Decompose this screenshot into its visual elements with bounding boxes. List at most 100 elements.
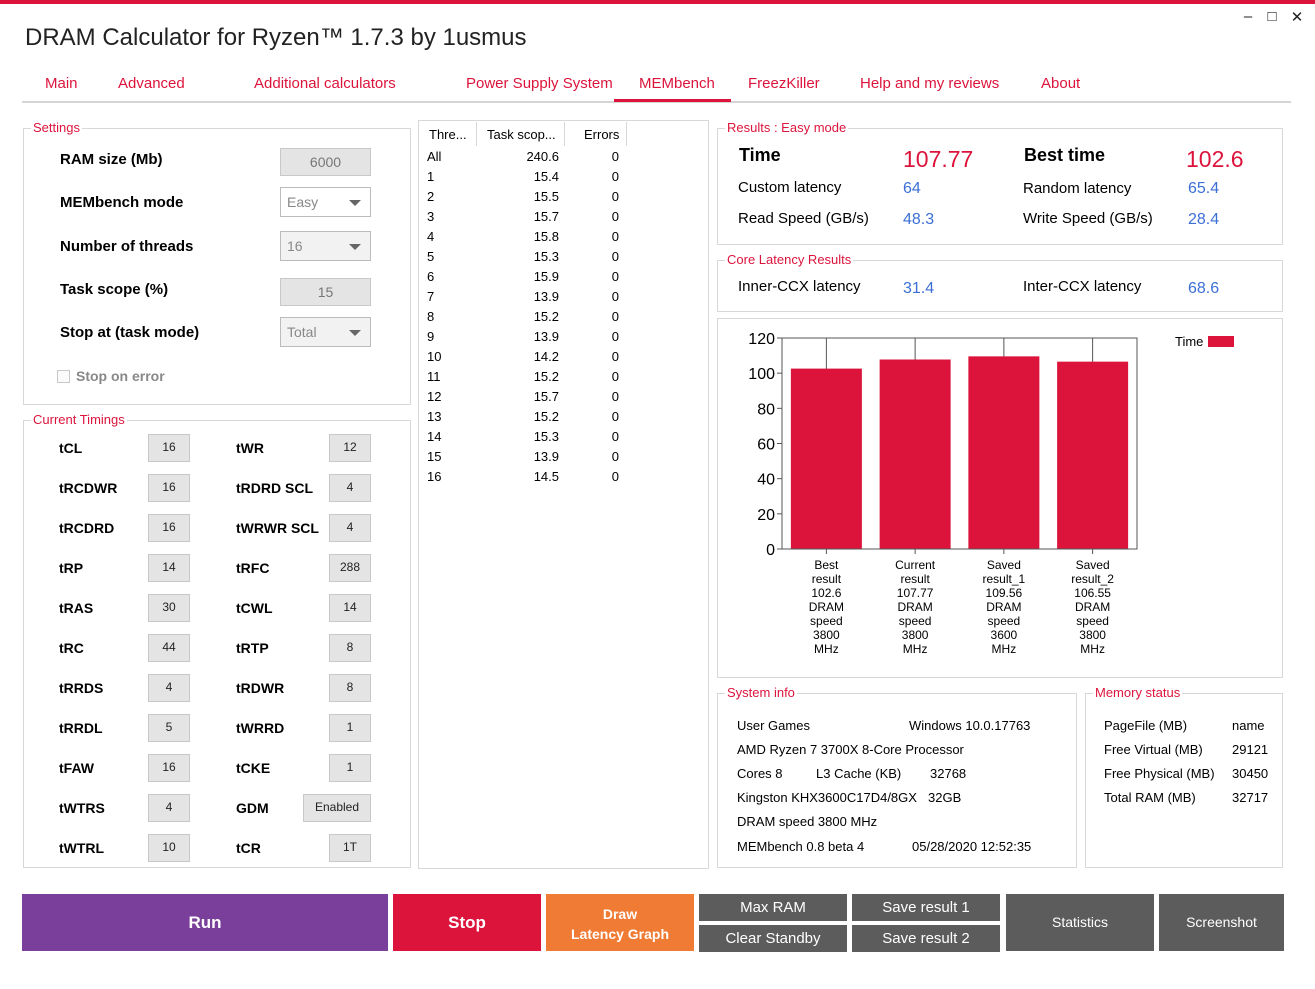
run-button[interactable]: Run [22, 894, 388, 951]
cpu-name: AMD Ryzen 7 3700X 8-Core Processor [737, 742, 964, 757]
timing-value-box[interactable]: 4 [148, 674, 190, 702]
stop-on-error-label: Stop on error [76, 368, 165, 384]
timing-label: tRDRD SCL [236, 480, 313, 496]
maximize-button[interactable]: □ [1267, 8, 1277, 25]
screenshot-button[interactable]: Screenshot [1159, 894, 1284, 951]
save-result-1-button[interactable]: Save result 1 [852, 894, 1000, 921]
memory-status-value: 30450 [1232, 766, 1269, 781]
bar [879, 359, 951, 549]
timing-value-box[interactable]: 16 [148, 754, 190, 782]
table-cell: 15 [427, 449, 442, 464]
timing-value-box[interactable]: 10 [148, 834, 190, 862]
chart-y-ticks: 0 20 40 60 80 100 120 [748, 331, 782, 559]
timing-label: tWRRD [236, 720, 285, 736]
x-category-label: 3800 [813, 628, 840, 642]
stop-at-value: Total [287, 324, 317, 340]
timing-value-box[interactable]: 14 [329, 594, 371, 622]
timing-value-box[interactable]: 8 [329, 634, 371, 662]
minimize-button[interactable]: – [1243, 8, 1253, 25]
tab-help-and-reviews[interactable]: Help and my reviews [860, 75, 1000, 92]
membench-mode-select[interactable]: Easy [280, 187, 371, 217]
timing-value-box[interactable]: 16 [148, 514, 190, 542]
core-latency-group: Core Latency Results [717, 252, 1283, 312]
timing-label: tWTRL [59, 840, 105, 856]
x-category-label: result [900, 572, 930, 586]
timing-value-box[interactable]: 30 [148, 594, 190, 622]
tab-advanced[interactable]: Advanced [118, 75, 185, 92]
inner-ccx-label: Inner-CCX latency [738, 278, 861, 295]
timing-value-box[interactable]: 288 [329, 554, 371, 582]
timing-value-box[interactable]: 5 [148, 714, 190, 742]
table-cell: 10 [427, 349, 442, 364]
timing-value-box[interactable]: 1 [329, 714, 371, 742]
tab-freezkiller[interactable]: FreezKiller [748, 75, 820, 92]
table-cell: 14 [427, 429, 442, 444]
results-legend: Results : Easy mode [725, 120, 849, 135]
table-cell: 15.5 [533, 189, 559, 204]
tab-bar: Main Advanced Additional calculators Pow… [22, 66, 1291, 103]
timing-value-box[interactable]: 16 [148, 474, 190, 502]
x-category-label: speed [899, 614, 932, 628]
timing-value-box[interactable]: 8 [329, 674, 371, 702]
table-cell: 0 [611, 469, 619, 484]
tab-power-supply-system[interactable]: Power Supply System [466, 75, 613, 92]
current-timings-group: Current Timings [23, 412, 411, 868]
table-cell: 15.8 [533, 229, 559, 244]
timing-label: tCR [236, 840, 261, 856]
column-divider [476, 122, 477, 146]
timing-value-box[interactable]: 1 [329, 754, 371, 782]
system-info-group: System info [717, 685, 1077, 868]
stop-on-error-checkbox[interactable] [57, 370, 70, 383]
statistics-button[interactable]: Statistics [1006, 894, 1154, 951]
system-info-legend: System info [725, 685, 797, 700]
ram-size-input[interactable]: 6000 [280, 148, 371, 176]
time-value: 107.77 [903, 146, 974, 172]
table-cell: 15.7 [533, 209, 559, 224]
settings-legend: Settings [31, 120, 82, 135]
memory-status-value: name [1232, 718, 1265, 733]
timing-label: tRDWR [236, 680, 285, 696]
best-time-label: Best time [1024, 145, 1106, 165]
column-header-task-scope[interactable]: Task scop... [487, 127, 556, 142]
timing-value-box[interactable]: Enabled [303, 794, 371, 822]
user-name: User Games [737, 718, 810, 733]
stop-button[interactable]: Stop [393, 894, 541, 951]
column-header-threads[interactable]: Thre... [429, 127, 467, 142]
timing-value-box[interactable]: 1T [329, 834, 371, 862]
chart-area [717, 318, 1283, 678]
table-cell: 6 [427, 269, 435, 284]
timing-label: tWR [236, 440, 264, 456]
timing-value-box[interactable]: 12 [329, 434, 371, 462]
tab-main[interactable]: Main [45, 75, 78, 92]
table-cell: 13 [427, 409, 442, 424]
tab-additional-calculators[interactable]: Additional calculators [254, 75, 396, 92]
table-cell: 0 [611, 149, 619, 164]
timing-value-box[interactable]: 4 [329, 514, 371, 542]
tab-membench[interactable]: MEMbench [639, 75, 715, 92]
ram-size-label: RAM size (Mb) [60, 151, 163, 168]
clear-standby-button[interactable]: Clear Standby [699, 925, 847, 952]
timing-value-box[interactable]: 14 [148, 554, 190, 582]
custom-latency-label: Custom latency [738, 179, 842, 196]
stop-at-select[interactable]: Total [280, 317, 371, 347]
threads-select[interactable]: 16 [280, 231, 371, 261]
save-result-2-button[interactable]: Save result 2 [852, 925, 1000, 952]
x-category-label: 3600 [991, 628, 1018, 642]
close-button[interactable]: ✕ [1290, 9, 1304, 26]
results-group: Results : Easy mode [717, 120, 1283, 245]
bar [968, 356, 1040, 549]
task-scope-input[interactable]: 15 [280, 278, 371, 306]
timing-value-box[interactable]: 4 [148, 794, 190, 822]
tab-about[interactable]: About [1041, 75, 1081, 92]
draw-latency-graph-button[interactable]: Draw Latency Graph [546, 894, 694, 951]
read-speed-label: Read Speed (GB/s) [738, 210, 869, 227]
timing-label: tRRDS [59, 680, 104, 696]
table-cell: 15.7 [533, 389, 559, 404]
max-ram-button[interactable]: Max RAM [699, 894, 847, 921]
y-tick-label: 0 [766, 542, 775, 559]
timing-value-box[interactable]: 4 [329, 474, 371, 502]
timing-value-box[interactable]: 16 [148, 434, 190, 462]
l3-cache-value: 32768 [930, 766, 967, 781]
column-header-errors[interactable]: Errors [584, 127, 620, 142]
timing-value-box[interactable]: 44 [148, 634, 190, 662]
